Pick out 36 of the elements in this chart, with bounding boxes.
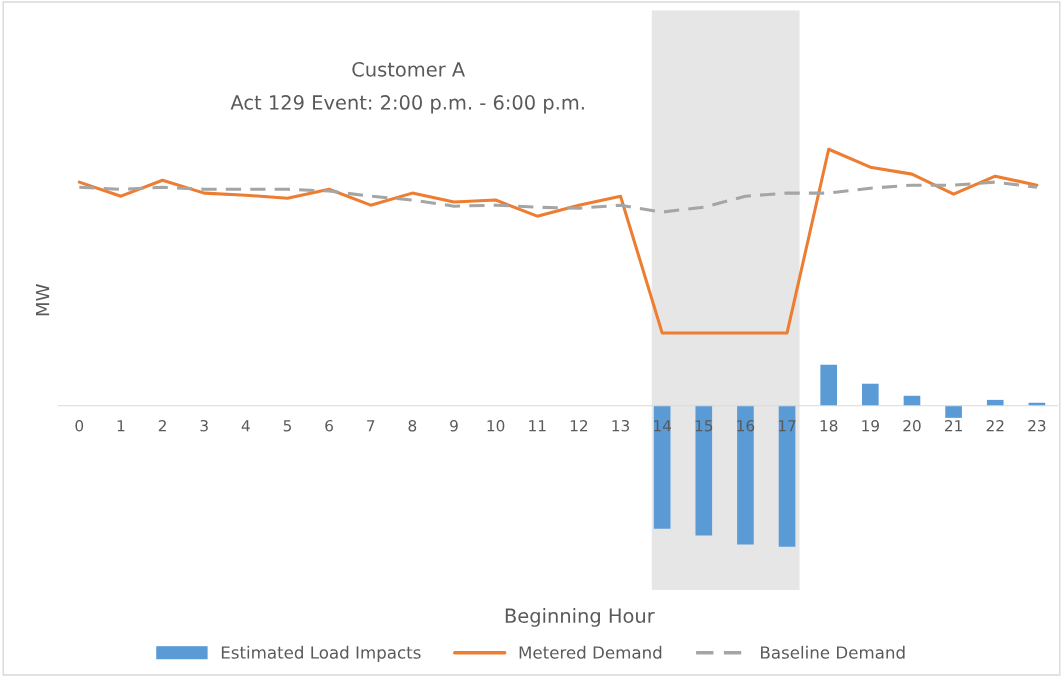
bar xyxy=(737,405,754,545)
x-tick-label: 18 xyxy=(820,419,838,432)
x-tick-label: 19 xyxy=(862,419,879,432)
x-tick-label: 11 xyxy=(529,420,546,432)
x-tick-label: 7 xyxy=(367,420,375,432)
x-tick-label: 16 xyxy=(737,419,755,432)
x-tick-label: 21 xyxy=(945,419,962,432)
x-tick-label: 4 xyxy=(241,420,250,432)
x-tick-label: 0 xyxy=(75,419,84,432)
x-tick-label: 13 xyxy=(612,419,630,432)
x-axis-title: Beginning Hour xyxy=(505,608,655,627)
x-tick-label: 10 xyxy=(487,419,505,432)
x-tick-label: 1 xyxy=(117,420,125,432)
chart-title: Customer A xyxy=(352,62,465,77)
x-tick-label: 2 xyxy=(158,419,166,432)
y-axis-title: MW xyxy=(35,284,50,316)
x-tick-label: 15 xyxy=(695,420,713,432)
legend-label: Estimated Load Impacts xyxy=(221,645,421,662)
x-tick-label: 5 xyxy=(283,420,291,432)
x-tick-label: 12 xyxy=(570,419,588,432)
bar xyxy=(695,405,713,536)
x-tick-label: 20 xyxy=(903,419,921,432)
bar xyxy=(778,405,796,547)
x-tick-label: 6 xyxy=(325,419,333,432)
bar xyxy=(862,383,879,406)
x-tick-label: 3 xyxy=(200,419,208,432)
x-tick-label: 8 xyxy=(408,419,417,432)
legend-label: Metered Demand xyxy=(519,645,662,659)
chart-subtitle: Act 129 Event: 2:00 p.m. - 6:00 p.m. xyxy=(230,95,584,114)
x-tick-label: 22 xyxy=(986,419,1004,432)
x-tick-label: 23 xyxy=(1028,419,1046,432)
x-tick-label: 9 xyxy=(450,419,458,432)
bar xyxy=(945,405,962,418)
bar xyxy=(653,405,671,529)
bar xyxy=(820,364,838,406)
legend-label: Baseline Demand xyxy=(761,645,905,659)
